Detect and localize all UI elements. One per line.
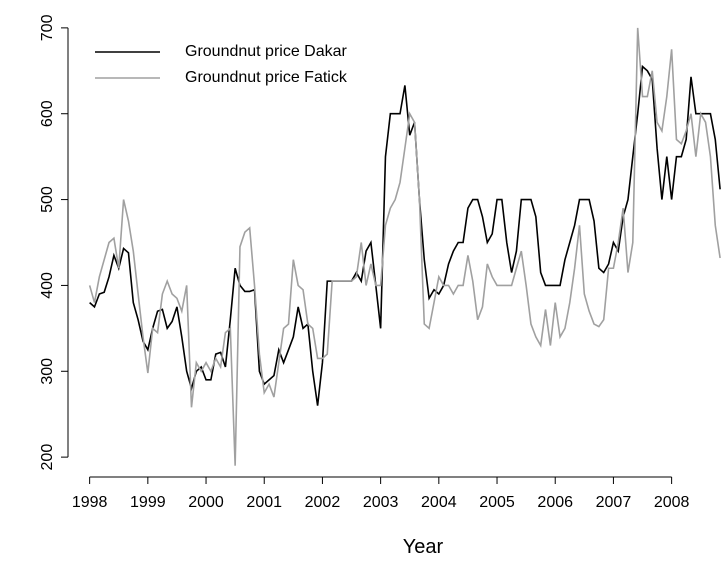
x-tick-label: 1998 <box>72 494 108 511</box>
y-tick-label: 600 <box>39 100 56 127</box>
y-tick-label: 300 <box>39 358 56 385</box>
y-tick-label: 400 <box>39 272 56 299</box>
x-tick-label: 2006 <box>537 494 573 511</box>
y-tick-label: 700 <box>39 14 56 41</box>
x-axis-label: Year <box>403 536 444 558</box>
x-tick-label: 2004 <box>421 494 457 511</box>
x-tick-label: 2001 <box>246 494 282 511</box>
x-tick-label: 2007 <box>596 494 632 511</box>
legend-label: Groundnut price Fatick <box>185 69 348 86</box>
x-tick-label: 1999 <box>130 494 166 511</box>
x-tick-label: 2000 <box>188 494 224 511</box>
series-line <box>88 27 721 466</box>
x-tick-label: 2008 <box>654 494 690 511</box>
x-tick-label: 2002 <box>305 494 341 511</box>
y-tick-label: 200 <box>39 444 56 471</box>
x-tick-label: 2003 <box>363 494 399 511</box>
legend-label: Groundnut price Dakar <box>185 43 348 60</box>
y-tick-label: 500 <box>39 186 56 213</box>
x-tick-label: 2005 <box>479 494 515 511</box>
